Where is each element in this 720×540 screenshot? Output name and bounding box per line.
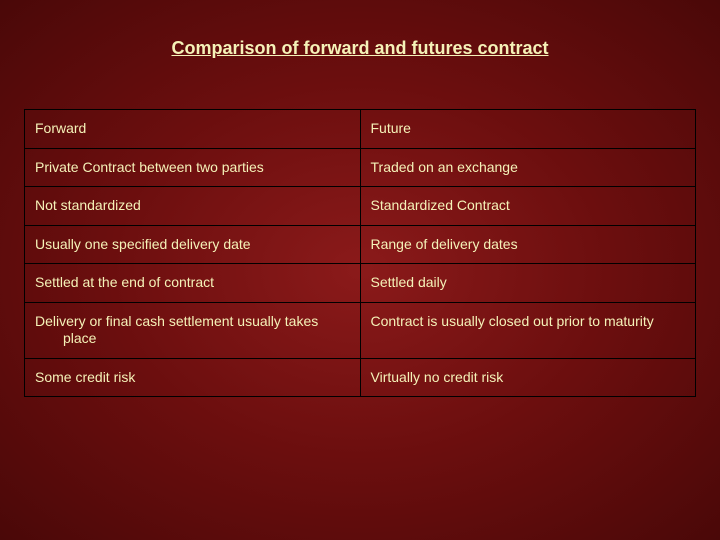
- table-row: Usually one specified delivery dateRange…: [25, 225, 696, 264]
- cell-future: Contract is usually closed out prior to …: [360, 302, 696, 358]
- cell-future: Range of delivery dates: [360, 225, 696, 264]
- cell-text: Contract is usually closed out prior to …: [371, 313, 686, 331]
- cell-future: Virtually no credit risk: [360, 358, 696, 397]
- cell-forward: Delivery or final cash settlement usuall…: [25, 302, 361, 358]
- cell-forward: Forward: [25, 110, 361, 149]
- cell-future: Future: [360, 110, 696, 149]
- table-row: Some credit riskVirtually no credit risk: [25, 358, 696, 397]
- table-row: ForwardFuture: [25, 110, 696, 149]
- cell-forward: Some credit risk: [25, 358, 361, 397]
- table-row: Delivery or final cash settlement usuall…: [25, 302, 696, 358]
- cell-future: Traded on an exchange: [360, 148, 696, 187]
- cell-forward: Usually one specified delivery date: [25, 225, 361, 264]
- table-row: Settled at the end of contractSettled da…: [25, 264, 696, 303]
- table-row: Not standardizedStandardized Contract: [25, 187, 696, 226]
- comparison-table: ForwardFuturePrivate Contract between tw…: [24, 109, 696, 397]
- slide: Comparison of forward and futures contra…: [0, 0, 720, 540]
- cell-forward: Not standardized: [25, 187, 361, 226]
- cell-forward: Private Contract between two parties: [25, 148, 361, 187]
- cell-forward: Settled at the end of contract: [25, 264, 361, 303]
- slide-title: Comparison of forward and futures contra…: [0, 38, 720, 59]
- table-body: ForwardFuturePrivate Contract between tw…: [25, 110, 696, 397]
- cell-future: Settled daily: [360, 264, 696, 303]
- cell-future: Standardized Contract: [360, 187, 696, 226]
- table-row: Private Contract between two partiesTrad…: [25, 148, 696, 187]
- cell-text: Delivery or final cash settlement usuall…: [35, 313, 350, 348]
